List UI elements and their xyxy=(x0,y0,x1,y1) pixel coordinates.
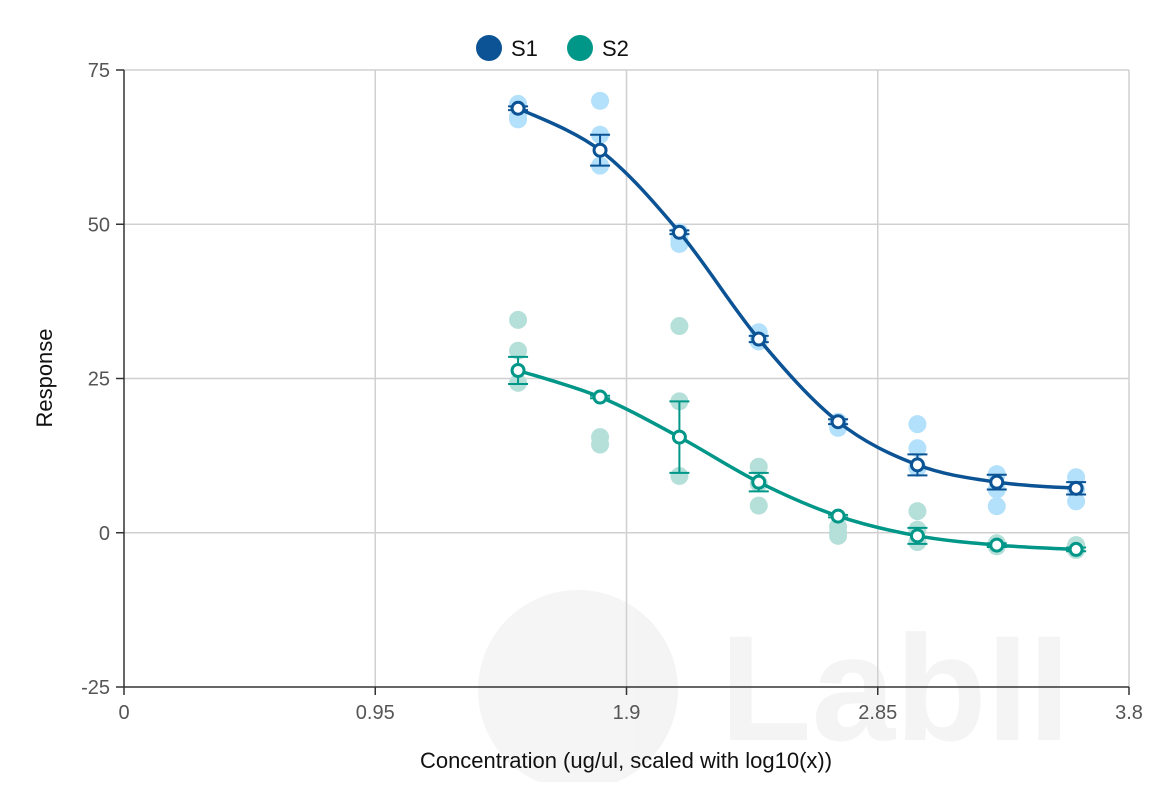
mean-point xyxy=(1068,480,1084,496)
y-axis-label: Response xyxy=(32,328,57,427)
replicate-point xyxy=(908,415,927,434)
x-tick-label: 0.95 xyxy=(356,702,395,724)
x-tick-label: 2.85 xyxy=(858,702,897,724)
replicate-point xyxy=(908,502,927,521)
mean-point xyxy=(592,142,608,158)
replicate-point xyxy=(829,526,848,545)
x-axis-label: Concentration (ug/ul, scaled with log10(… xyxy=(420,748,832,773)
mean-point xyxy=(510,362,526,378)
replicate-point xyxy=(509,310,528,329)
replicate-point xyxy=(591,91,610,110)
series-s1-fit xyxy=(508,100,1087,496)
watermark-logo: LabII xyxy=(478,590,1070,787)
replicate-point xyxy=(987,497,1006,516)
replicate-point xyxy=(749,457,768,476)
mean-point xyxy=(592,389,608,405)
mean-point xyxy=(1068,541,1084,557)
y-tick-label: -25 xyxy=(81,677,110,699)
legend-marker xyxy=(476,35,502,61)
mean-point xyxy=(909,528,925,544)
replicate-point xyxy=(509,110,528,129)
x-tick-label: 0 xyxy=(118,702,129,724)
watermark-text: LabII xyxy=(720,604,1070,772)
x-tick-label: 3.8 xyxy=(1115,702,1143,724)
replicate-point xyxy=(670,317,689,336)
legend-item-s1: S1 xyxy=(476,35,538,61)
mean-point xyxy=(510,100,526,116)
legend-item-s2: S2 xyxy=(567,35,629,61)
y-tick-label: 75 xyxy=(88,60,110,82)
series-s2 xyxy=(509,310,1086,560)
x-tick-label: 1.9 xyxy=(613,702,641,724)
mean-point xyxy=(909,457,925,473)
replicate-point xyxy=(591,435,610,454)
mean-point xyxy=(989,474,1005,490)
replicate-point xyxy=(509,341,528,360)
y-tick-label: 0 xyxy=(99,523,110,545)
series-s2-fit xyxy=(508,355,1087,557)
y-tick-label: 25 xyxy=(88,369,110,391)
mean-point xyxy=(751,474,767,490)
legend-marker xyxy=(567,35,593,61)
mean-point xyxy=(671,224,687,240)
fit-curve xyxy=(517,106,1077,491)
legend-label: S1 xyxy=(511,36,538,61)
mean-point xyxy=(989,537,1005,553)
replicate-point xyxy=(670,466,689,485)
mean-point xyxy=(751,331,767,347)
replicate-point xyxy=(749,496,768,515)
mean-point xyxy=(830,508,846,524)
replicate-point xyxy=(1067,492,1086,511)
mean-point xyxy=(830,414,846,430)
y-tick-label: 50 xyxy=(88,214,110,236)
mean-point xyxy=(671,429,687,445)
replicate-point xyxy=(908,439,927,458)
legend-label: S2 xyxy=(602,36,629,61)
